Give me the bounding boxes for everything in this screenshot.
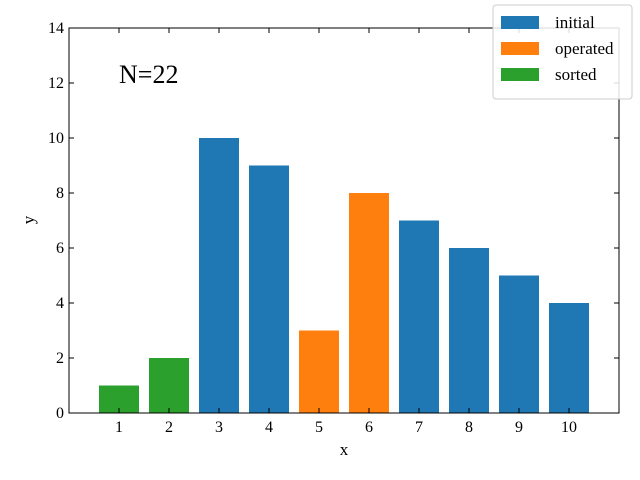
x-tick-label: 2 <box>165 419 173 436</box>
legend-label-sorted: sorted <box>555 65 597 84</box>
bar-10 <box>549 303 589 413</box>
y-axis-label: y <box>19 215 38 224</box>
y-tick-label: 8 <box>56 185 64 202</box>
legend: initial operated sorted <box>492 4 633 100</box>
y-tick-label: 12 <box>48 75 64 92</box>
bar-2 <box>149 358 189 413</box>
x-tick-label: 8 <box>465 419 473 436</box>
y-tick-label: 6 <box>56 240 64 257</box>
bar-8 <box>449 248 489 413</box>
bar-7 <box>399 220 439 413</box>
y-tick-label: 14 <box>48 20 64 37</box>
x-tick-label: 5 <box>315 419 323 436</box>
legend-label-initial: initial <box>555 13 595 32</box>
y-axis-ticks: 0 2 4 6 8 10 12 14 <box>48 20 619 422</box>
y-tick-label: 2 <box>56 350 64 367</box>
x-axis-ticks: 1 2 3 4 5 6 7 8 9 10 <box>115 28 577 436</box>
y-tick-label: 4 <box>56 295 64 312</box>
x-tick-label: 6 <box>365 419 373 436</box>
x-tick-label: 10 <box>561 419 577 436</box>
legend-swatch-operated <box>501 42 539 55</box>
bars-group <box>99 138 589 413</box>
n-annotation: N=22 <box>119 60 178 89</box>
x-tick-label: 4 <box>265 419 273 436</box>
bar-3 <box>199 138 239 413</box>
bar-6 <box>349 193 389 413</box>
x-tick-label: 3 <box>215 419 223 436</box>
x-axis-label: x <box>340 440 349 459</box>
x-tick-label: 7 <box>415 419 423 436</box>
y-tick-label: 0 <box>56 405 64 422</box>
bar-4 <box>249 165 289 413</box>
plot-frame <box>68 27 620 414</box>
y-tick-label: 10 <box>48 130 64 147</box>
legend-swatch-sorted <box>501 68 539 81</box>
legend-label-operated: operated <box>555 39 614 58</box>
bar-9 <box>499 275 539 413</box>
legend-swatch-initial <box>501 16 539 29</box>
x-tick-label: 9 <box>515 419 523 436</box>
x-tick-label: 1 <box>115 419 123 436</box>
bar-5 <box>299 330 339 413</box>
